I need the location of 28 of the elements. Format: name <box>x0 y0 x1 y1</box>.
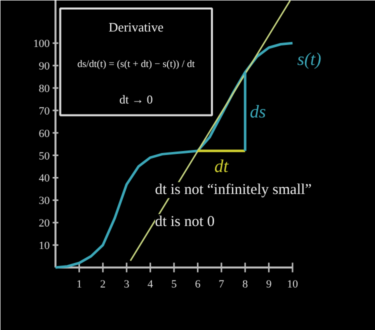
series-label: dt <box>214 156 230 176</box>
x-tick-label: 5 <box>171 278 178 291</box>
x-tick-label: 9 <box>266 278 272 291</box>
series-label: s(t) <box>297 49 322 70</box>
y-tick-label: 70 <box>38 105 50 118</box>
x-tick-label: 7 <box>218 278 225 291</box>
x-tick-label: 2 <box>100 278 106 291</box>
x-tick-label: 6 <box>194 278 201 291</box>
y-tick-label: 100 <box>33 38 50 50</box>
y-tick-label: 80 <box>38 83 50 95</box>
x-tick-label: 10 <box>287 278 299 291</box>
annotation: dt → 0 <box>119 92 153 106</box>
y-tick-label: 60 <box>38 128 50 140</box>
x-tick-label: 4 <box>148 278 154 291</box>
x-tick-label: 1 <box>76 278 82 291</box>
x-tick-label: 3 <box>124 278 130 291</box>
y-tick-label: 10 <box>38 240 50 252</box>
y-tick-label: 50 <box>38 150 50 162</box>
x-tick-label: 8 <box>242 278 248 291</box>
annotation: dt is not “infinitely small” <box>155 182 312 198</box>
annotation: dt is not 0 <box>155 214 215 230</box>
annotation: ds/dt(t) = (s(t + dt) − s(t)) / dt <box>77 59 196 70</box>
y-tick-label: 20 <box>38 218 50 230</box>
y-tick-label: 90 <box>38 60 50 73</box>
annotation: Derivative <box>108 20 164 35</box>
y-tick-label: 30 <box>38 195 50 208</box>
y-tick-label: 40 <box>38 172 50 185</box>
series-label: ds <box>250 102 266 122</box>
